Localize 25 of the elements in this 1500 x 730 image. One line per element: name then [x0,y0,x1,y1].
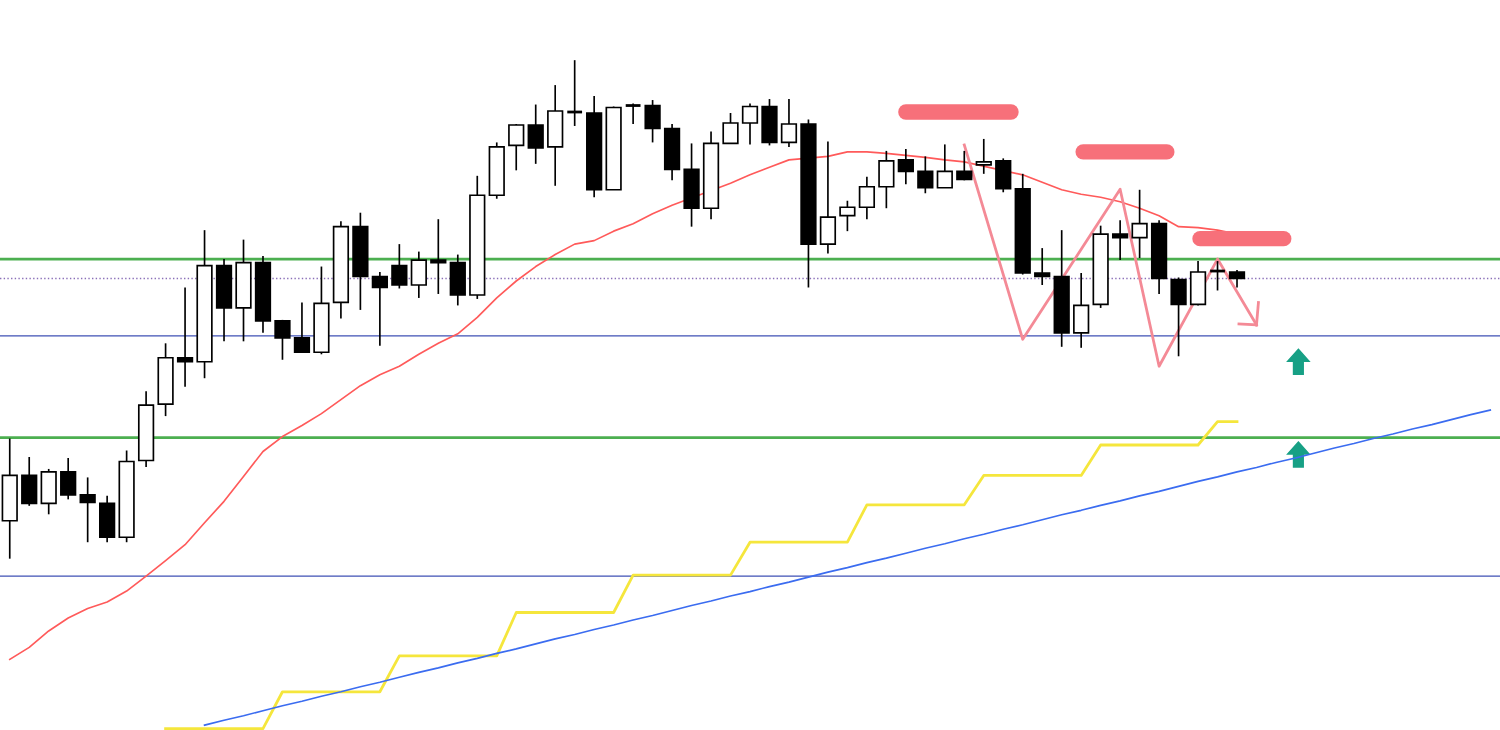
candlestick [644,99,661,144]
candlestick [858,175,876,221]
candlestick [1111,219,1129,261]
candlestick [780,98,798,148]
candlestick [741,102,759,146]
candlestick [391,243,408,290]
candlestick [430,218,447,295]
candlestick [176,286,194,388]
candlestick [293,301,311,354]
candlestick [274,319,291,361]
candlestick [936,143,953,189]
candlestick [956,150,973,182]
candlestick [527,103,544,165]
candlestick [1034,247,1051,286]
candlestick [508,123,525,172]
candlestick [722,112,739,145]
candlestick [60,457,77,501]
candlestick [897,148,914,186]
candlestick [975,138,992,175]
candlestick [371,271,389,347]
candlestick [624,102,642,125]
candlestick [1131,188,1148,259]
candlestick [839,199,856,232]
candlestick [917,155,934,195]
candlestick [79,476,96,544]
